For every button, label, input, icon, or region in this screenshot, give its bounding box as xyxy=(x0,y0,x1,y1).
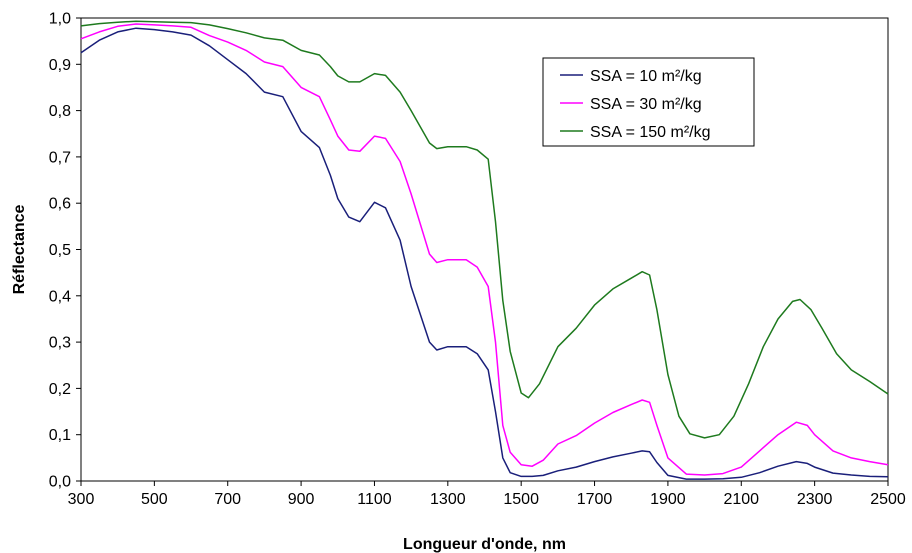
x-tick-label: 500 xyxy=(141,491,168,508)
series-line-2 xyxy=(80,23,889,476)
plot-frame xyxy=(80,17,889,482)
legend-label-3: SSA = 150 m²/kg xyxy=(590,124,711,141)
legend-label-2: SSA = 30 m²/kg xyxy=(590,96,702,113)
y-tick-label: 0,3 xyxy=(49,335,71,352)
x-tick-label: 1300 xyxy=(430,491,466,508)
y-tick-label: 1,0 xyxy=(49,11,71,28)
y-axis: 0,0 0,1 0,2 0,3 0,4 0,5 0,6 0,7 0,8 0,9 1,0 xyxy=(49,11,81,491)
y-tick-label: 0,0 xyxy=(49,474,71,491)
y-tick-label: 0,9 xyxy=(49,57,71,74)
series-line-1 xyxy=(80,27,889,480)
series-layer xyxy=(80,20,889,480)
y-tick-label: 0,7 xyxy=(49,149,71,166)
x-tick-label: 700 xyxy=(214,491,241,508)
x-axis-title: Longueur d'onde, nm xyxy=(403,536,566,553)
y-tick-label: 0,5 xyxy=(49,242,71,259)
y-tick-label: 0,1 xyxy=(49,427,71,444)
legend-label-1: SSA = 10 m²/kg xyxy=(590,68,702,85)
x-tick-label: 1500 xyxy=(503,491,539,508)
series-line-3 xyxy=(80,20,889,439)
y-tick-label: 0,8 xyxy=(49,103,71,120)
x-tick-label: 2300 xyxy=(797,491,833,508)
x-tick-label: 1900 xyxy=(650,491,686,508)
x-axis: 300 500 700 900 1100 1300 1500 1700 1900 2100 2300… xyxy=(68,481,906,508)
x-tick-label: 2100 xyxy=(723,491,759,508)
x-tick-label: 1100 xyxy=(357,491,392,508)
x-tick-label: 300 xyxy=(68,491,95,508)
plot-border xyxy=(80,17,889,482)
x-tick-label: 900 xyxy=(288,491,315,508)
x-tick-label: 2500 xyxy=(870,491,906,508)
legend: SSA = 10 m²/kg SSA = 30 m²/kg SSA = 150 m²… xyxy=(542,57,755,147)
y-tick-label: 0,4 xyxy=(49,288,71,305)
y-tick-label: 0,2 xyxy=(49,381,71,398)
x-tick-label: 1700 xyxy=(577,491,613,508)
y-tick-label: 0,6 xyxy=(49,196,71,213)
y-axis-title: Réflectance xyxy=(11,204,28,294)
